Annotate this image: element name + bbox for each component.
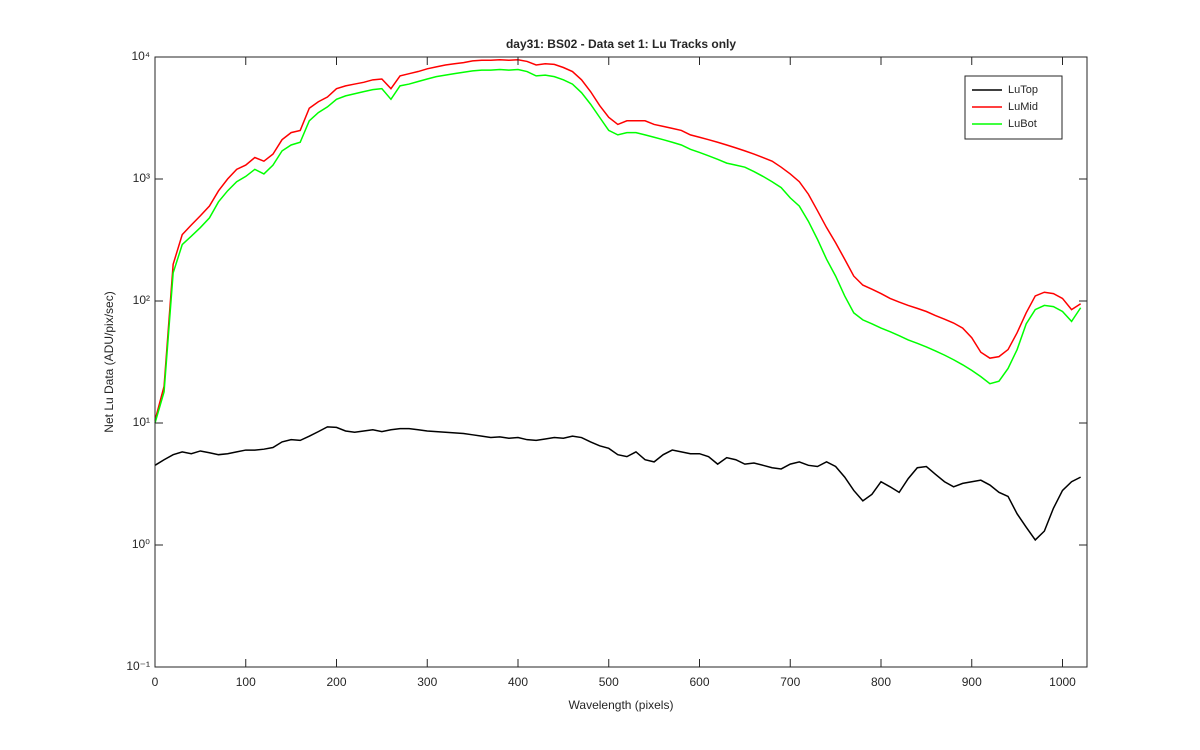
x-tick-label: 700 xyxy=(780,675,800,689)
data-line xyxy=(154,68,1082,424)
plot-frame xyxy=(154,56,1088,668)
chart-title: day31: BS02 - Data set 1: Lu Tracks only xyxy=(506,37,736,51)
y-tick-label: 10³ xyxy=(133,171,150,185)
x-tick-label: 1000 xyxy=(1049,675,1076,689)
x-tick-label: 600 xyxy=(689,675,709,689)
x-tick-label: 200 xyxy=(326,675,346,689)
data-line xyxy=(154,58,1082,421)
y-tick-label: 10⁻¹ xyxy=(126,659,150,673)
x-tick-label: 0 xyxy=(152,675,159,689)
x-axis-label: Wavelength (pixels) xyxy=(569,698,674,712)
y-axis-label: Net Lu Data (ADU/pix/sec) xyxy=(102,291,116,432)
x-tick-label: 400 xyxy=(508,675,528,689)
y-tick-label: 10² xyxy=(133,293,150,307)
x-tick-label: 100 xyxy=(236,675,256,689)
data-line xyxy=(154,426,1081,542)
y-tick-label: 10⁰ xyxy=(132,537,150,551)
y-tick-label: 10⁴ xyxy=(131,49,150,63)
x-tick-label: 500 xyxy=(599,675,619,689)
x-tick-label: 300 xyxy=(417,675,437,689)
y-tick-label: 10¹ xyxy=(133,415,150,429)
legend-label: LuTop xyxy=(1008,84,1038,96)
legend-label: LuMid xyxy=(1008,101,1038,113)
x-tick-label: 900 xyxy=(962,675,982,689)
x-tick-label: 800 xyxy=(871,675,891,689)
legend-label: LuBot xyxy=(1008,118,1037,130)
